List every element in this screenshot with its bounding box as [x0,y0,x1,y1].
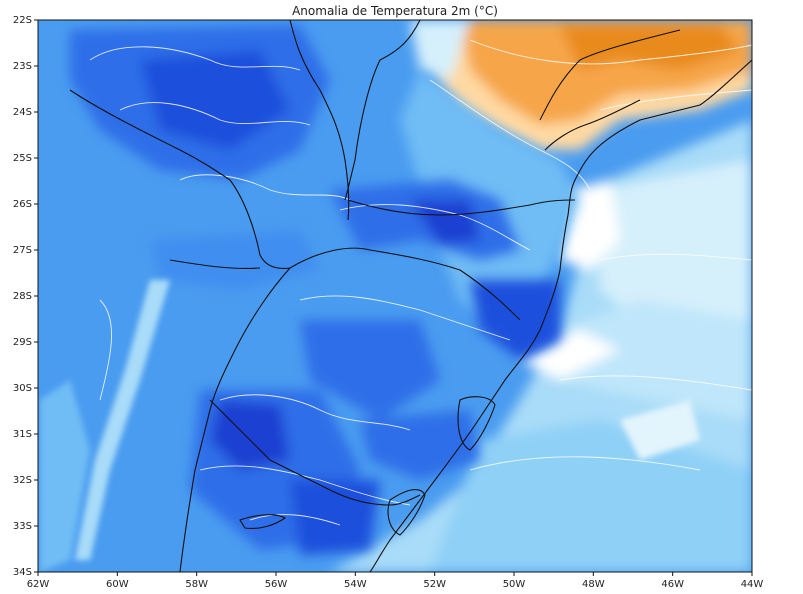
lat-tick-label: 26S [13,199,32,210]
lat-tick-label: 30S [13,383,32,394]
lat-tick-label: 22S [13,15,32,26]
lon-tick-label: 60W [106,579,129,590]
lat-tick-label: 25S [13,153,32,164]
lon-tick-label: 48W [582,579,605,590]
lon-tick-label: 52W [423,579,446,590]
lat-tick-label: 29S [13,337,32,348]
lat-tick-label: 32S [13,475,32,486]
lon-tick-label: 56W [265,579,288,590]
lat-tick-label: 31S [13,429,32,440]
lon-tick-label: 50W [503,579,526,590]
cold-anomaly [70,25,560,555]
longitude-axis: 62W 60W 58W 56W 54W 52W 50W 48W 46W 44W [27,572,764,590]
borders [69,20,752,572]
pale-streak [40,280,700,572]
lon-tick-label: 44W [741,579,764,590]
latitude-axis: 22S 23S 24S 25S 26S 27S 28S 29S 30S 31S 32S 33S 34S [13,15,38,578]
lon-tick-label: 54W [344,579,367,590]
lat-tick-label: 33S [13,521,32,532]
lon-tick-label: 58W [185,579,208,590]
warm-anomaly [410,20,752,150]
map-title: Anomalia de Temperatura 2m (°C) [292,4,498,18]
lat-tick-label: 23S [13,61,32,72]
lat-tick-label: 24S [13,107,32,118]
anomaly-field [38,20,752,572]
contour-lines [89,39,752,526]
lon-tick-label: 62W [27,579,50,590]
lat-tick-label: 34S [13,567,32,578]
lat-tick-label: 27S [13,245,32,256]
lat-tick-label: 28S [13,291,32,302]
lon-tick-label: 46W [661,579,684,590]
